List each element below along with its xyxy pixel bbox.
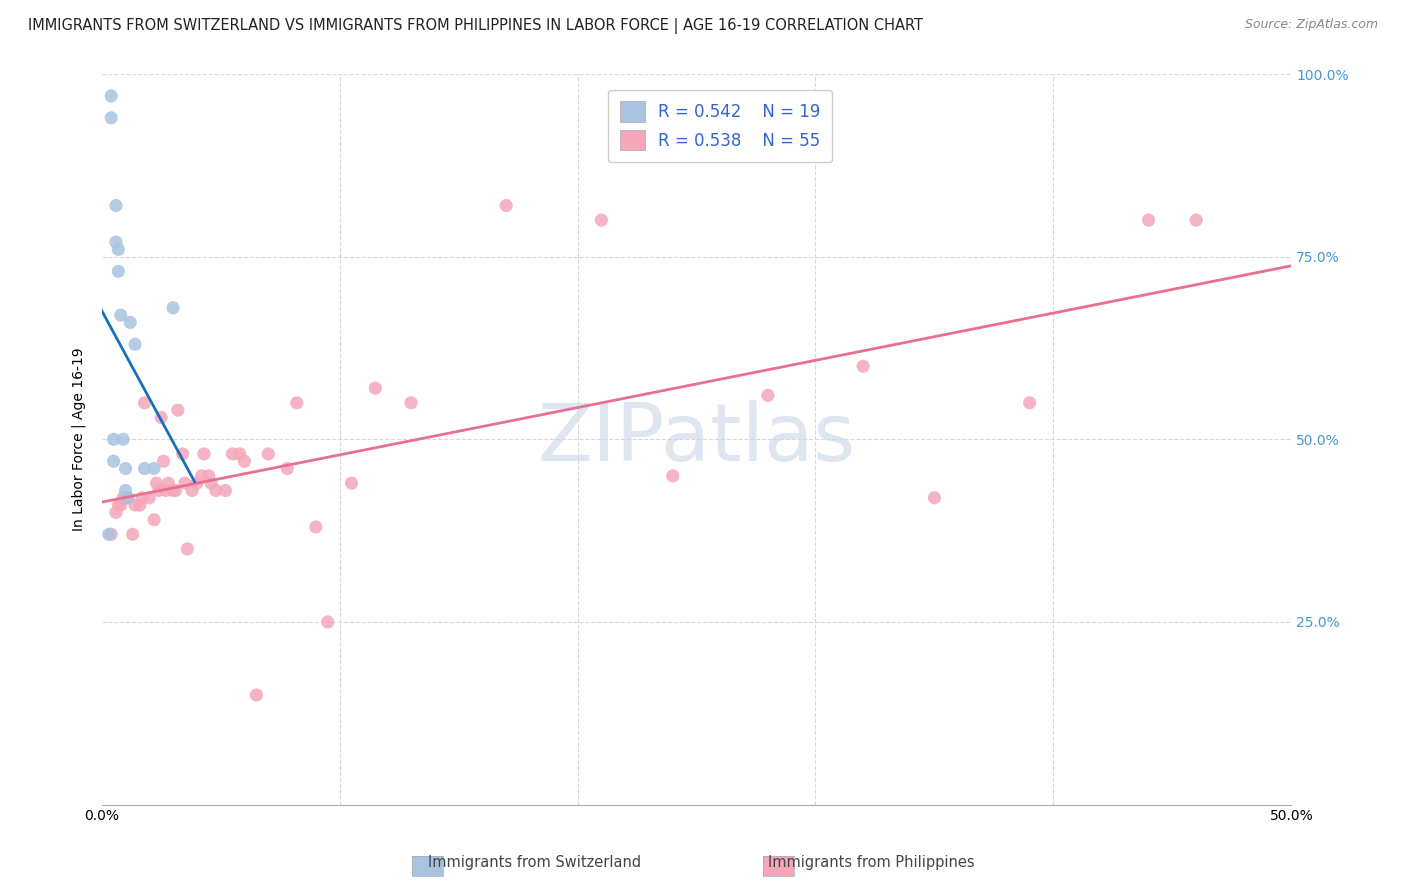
Point [120,315,142,329]
Legend: R = 0.542    N = 19, R = 0.538    N = 55: R = 0.542 N = 19, R = 0.538 N = 55 [609,90,832,162]
Point [756,388,779,402]
Point [172,447,194,461]
Point [124,498,146,512]
Point [124,337,146,351]
Point [1018,396,1040,410]
Point [114,491,136,505]
Point [661,468,683,483]
Point [205,483,228,498]
Point [228,447,250,461]
Text: Source: ZipAtlas.com: Source: ZipAtlas.com [1244,18,1378,31]
Point [233,454,256,468]
Point [186,476,208,491]
Point [150,410,173,425]
Point [112,491,135,505]
Point [924,491,946,505]
Point [197,468,219,483]
Point [112,433,135,447]
Point [165,483,187,498]
Point [193,447,215,461]
Point [103,454,125,468]
Point [145,476,167,491]
Point [114,461,136,475]
Point [143,461,166,475]
Point [276,461,298,475]
Point [245,688,267,702]
Point [148,483,170,498]
Point [104,235,127,249]
Point [364,381,387,395]
Point [110,498,132,512]
Point [107,264,129,278]
Point [128,498,150,512]
Point [100,527,122,541]
Point [134,461,156,475]
Point [200,476,222,491]
Point [143,513,166,527]
Point [117,491,139,505]
Point [316,615,339,629]
Point [110,308,132,322]
Text: IMMIGRANTS FROM SWITZERLAND VS IMMIGRANTS FROM PHILIPPINES IN LABOR FORCE | AGE : IMMIGRANTS FROM SWITZERLAND VS IMMIGRANT… [28,18,924,34]
Point [138,491,160,505]
Point [495,198,517,212]
Point [166,403,188,417]
Text: ZIPatlas: ZIPatlas [537,401,856,478]
Point [257,447,280,461]
Point [117,491,139,505]
Point [190,468,212,483]
Y-axis label: In Labor Force | Age 16-19: In Labor Force | Age 16-19 [72,348,86,531]
Point [107,243,129,257]
Point [104,505,127,519]
Point [121,527,143,541]
Point [214,483,236,498]
Point [1185,213,1208,227]
Point [162,301,184,315]
Point [591,213,613,227]
Point [399,396,422,410]
Point [157,476,180,491]
Point [100,111,122,125]
Point [162,483,184,498]
Point [103,433,125,447]
Point [340,476,363,491]
Point [104,198,127,212]
Point [176,541,198,556]
Point [305,520,328,534]
Point [155,483,177,498]
Point [131,491,153,505]
Point [100,89,122,103]
Text: Immigrants from Philippines: Immigrants from Philippines [769,855,974,870]
Point [852,359,875,374]
Point [97,527,120,541]
Point [114,483,136,498]
Point [174,476,197,491]
Point [181,483,204,498]
Text: Immigrants from Switzerland: Immigrants from Switzerland [427,855,641,870]
Point [285,396,308,410]
Point [1137,213,1160,227]
Point [134,396,156,410]
Point [221,447,243,461]
Point [107,498,129,512]
Point [152,454,174,468]
